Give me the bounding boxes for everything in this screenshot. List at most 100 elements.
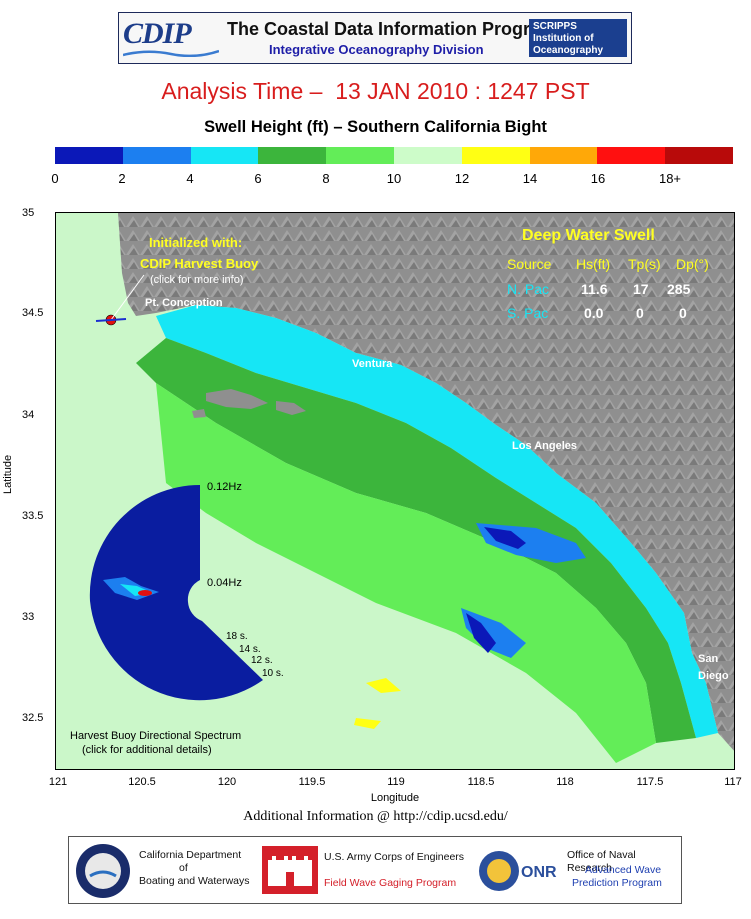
banner-title: The Coastal Data Information Program — [227, 19, 557, 39]
place-san: San — [698, 653, 719, 665]
san-clemente-island — [466, 613, 496, 653]
buoy-direction-line — [95, 318, 127, 322]
colorbar-label: 12 — [454, 171, 470, 186]
spectrum-caption: Harvest Buoy Directional Spectrum — [70, 730, 242, 742]
sponsor-footer: California Department of Boating and Wat… — [68, 836, 682, 904]
period-label: 18 s. — [226, 631, 248, 642]
colorbar-label: 16 — [590, 171, 606, 186]
colorbar-label: 6 — [254, 171, 262, 186]
buoy-leader-line — [110, 274, 145, 321]
cdip-banner[interactable]: CDIP The Coastal Data Information Progra… — [118, 12, 632, 64]
colorbar-label: 18+ — [658, 171, 682, 186]
directional-spectrum[interactable] — [75, 480, 275, 720]
cdip-logo: CDIP — [123, 17, 192, 50]
channel-island — [276, 401, 306, 415]
channel-island — [192, 409, 206, 418]
cdbw-line: California Department — [139, 849, 242, 861]
x-tick-label: 119.5 — [298, 776, 326, 788]
freq-outer-label: 0.12Hz — [207, 481, 242, 493]
harvest-buoy-link[interactable]: CDIP Harvest Buoy — [140, 256, 259, 271]
colorbar-swatch — [597, 147, 666, 164]
y-tick-label: 33.5 — [22, 510, 44, 522]
period-label: 10 s. — [262, 668, 284, 679]
catalina-island — [484, 527, 526, 549]
yellow-spot — [366, 678, 401, 693]
more-info-hint[interactable]: (click for more info) — [150, 274, 244, 286]
colorbar-swatch — [190, 147, 259, 164]
banner-subtitle: Integrative Oceanography Division — [269, 42, 484, 57]
x-tick-label: 120 — [217, 776, 237, 788]
onr-program: Advanced Wave — [585, 864, 662, 876]
spectrum-wedge — [89, 484, 263, 701]
freq-inner-label: 0.04Hz — [207, 577, 242, 589]
onr-logo-icon[interactable]: ONR — [477, 849, 557, 893]
swell-band-lightgreen — [156, 383, 656, 763]
deep-water-swell-title: Deep Water Swell — [522, 227, 655, 244]
x-tick-label: 117.5 — [636, 776, 664, 788]
y-tick-label: 33 — [22, 611, 35, 623]
dws-header-source: Source — [507, 256, 552, 272]
cdbw-seal-icon[interactable] — [74, 842, 132, 900]
place-pt-conception: Pt. Conception — [145, 297, 223, 309]
colorbar-label: 0 — [51, 171, 59, 186]
y-axis-label: Latitude — [2, 454, 14, 494]
colorbar-label: 10 — [386, 171, 402, 186]
colorbar-swatch — [326, 147, 394, 164]
x-tick-label: 118.5 — [467, 776, 495, 788]
place-ventura: Ventura — [352, 358, 393, 370]
y-tick-label: 32.5 — [22, 712, 44, 724]
x-axis-label: Longitude — [370, 792, 420, 804]
map-title: Swell Height (ft) – Southern California … — [204, 118, 547, 136]
cdbw-line: of — [179, 862, 188, 874]
colorbar-swatch — [461, 147, 530, 164]
swell-map-canvas — [95, 213, 734, 763]
colorbar-swatch — [529, 147, 598, 164]
x-tick-label: 118 — [556, 776, 574, 788]
usace-program: Field Wave Gaging Program — [324, 877, 457, 889]
scripps-line-1: SCRIPPS — [533, 21, 577, 32]
land-mass — [118, 213, 734, 751]
scripps-line-2: Institution of — [533, 33, 594, 44]
dws-dp-npac: 285 — [667, 281, 691, 297]
y-tick-label: 34 — [22, 409, 35, 421]
dws-source-npac: N. Pac — [507, 281, 550, 297]
dws-source-spac: S. Pac — [507, 305, 549, 321]
colorbar-swatch — [258, 147, 327, 164]
x-tick-label: 119 — [387, 776, 405, 788]
usace-castle-icon[interactable] — [262, 846, 318, 894]
dws-hs-spac: 0.0 — [584, 305, 604, 321]
x-tick-label: 121 — [48, 776, 68, 788]
x-tick-label: 120.5 — [128, 776, 156, 788]
dws-header-tp: Tp(s) — [628, 256, 661, 272]
channel-island — [206, 389, 268, 409]
dws-header-dp: Dp(°) — [676, 256, 709, 272]
colorbar-label: 8 — [322, 171, 330, 186]
y-tick-label: 34.5 — [22, 307, 44, 319]
svg-text:ONR: ONR — [521, 864, 557, 881]
additional-info-link[interactable]: Additional Information @ http://cdip.ucs… — [243, 809, 508, 824]
dws-tp-spac: 0 — [636, 305, 644, 321]
place-diego: Diego — [698, 670, 729, 682]
period-label: 12 s. — [251, 655, 273, 666]
dws-hs-npac: 11.6 — [581, 281, 608, 297]
scripps-logo: SCRIPPS Institution of Oceanography — [529, 19, 627, 57]
dws-header-hs: Hs(ft) — [576, 256, 611, 272]
colorbar-swatch — [393, 147, 462, 164]
usace-name: U.S. Army Corps of Engineers — [324, 851, 465, 863]
y-tick-label: 35 — [22, 207, 35, 219]
dws-tp-npac: 17 — [633, 281, 649, 297]
scripps-line-3: Oceanography — [533, 45, 604, 56]
wave-logo-icon — [123, 49, 219, 57]
swell-band-cyan — [156, 305, 718, 738]
swell-colorbar — [55, 147, 733, 164]
x-tick-label: 117 — [724, 776, 742, 788]
colorbar-label: 4 — [186, 171, 194, 186]
swell-band-green — [136, 338, 696, 743]
spectrum-peak-max — [138, 590, 152, 596]
yellow-spot — [354, 718, 381, 729]
place-los-angeles: Los Angeles — [512, 440, 577, 452]
colorbar-swatch — [665, 147, 733, 164]
colorbar-swatch — [55, 147, 123, 164]
spectrum-details-link[interactable]: (click for additional details) — [82, 744, 212, 756]
colorbar-swatch — [122, 147, 191, 164]
